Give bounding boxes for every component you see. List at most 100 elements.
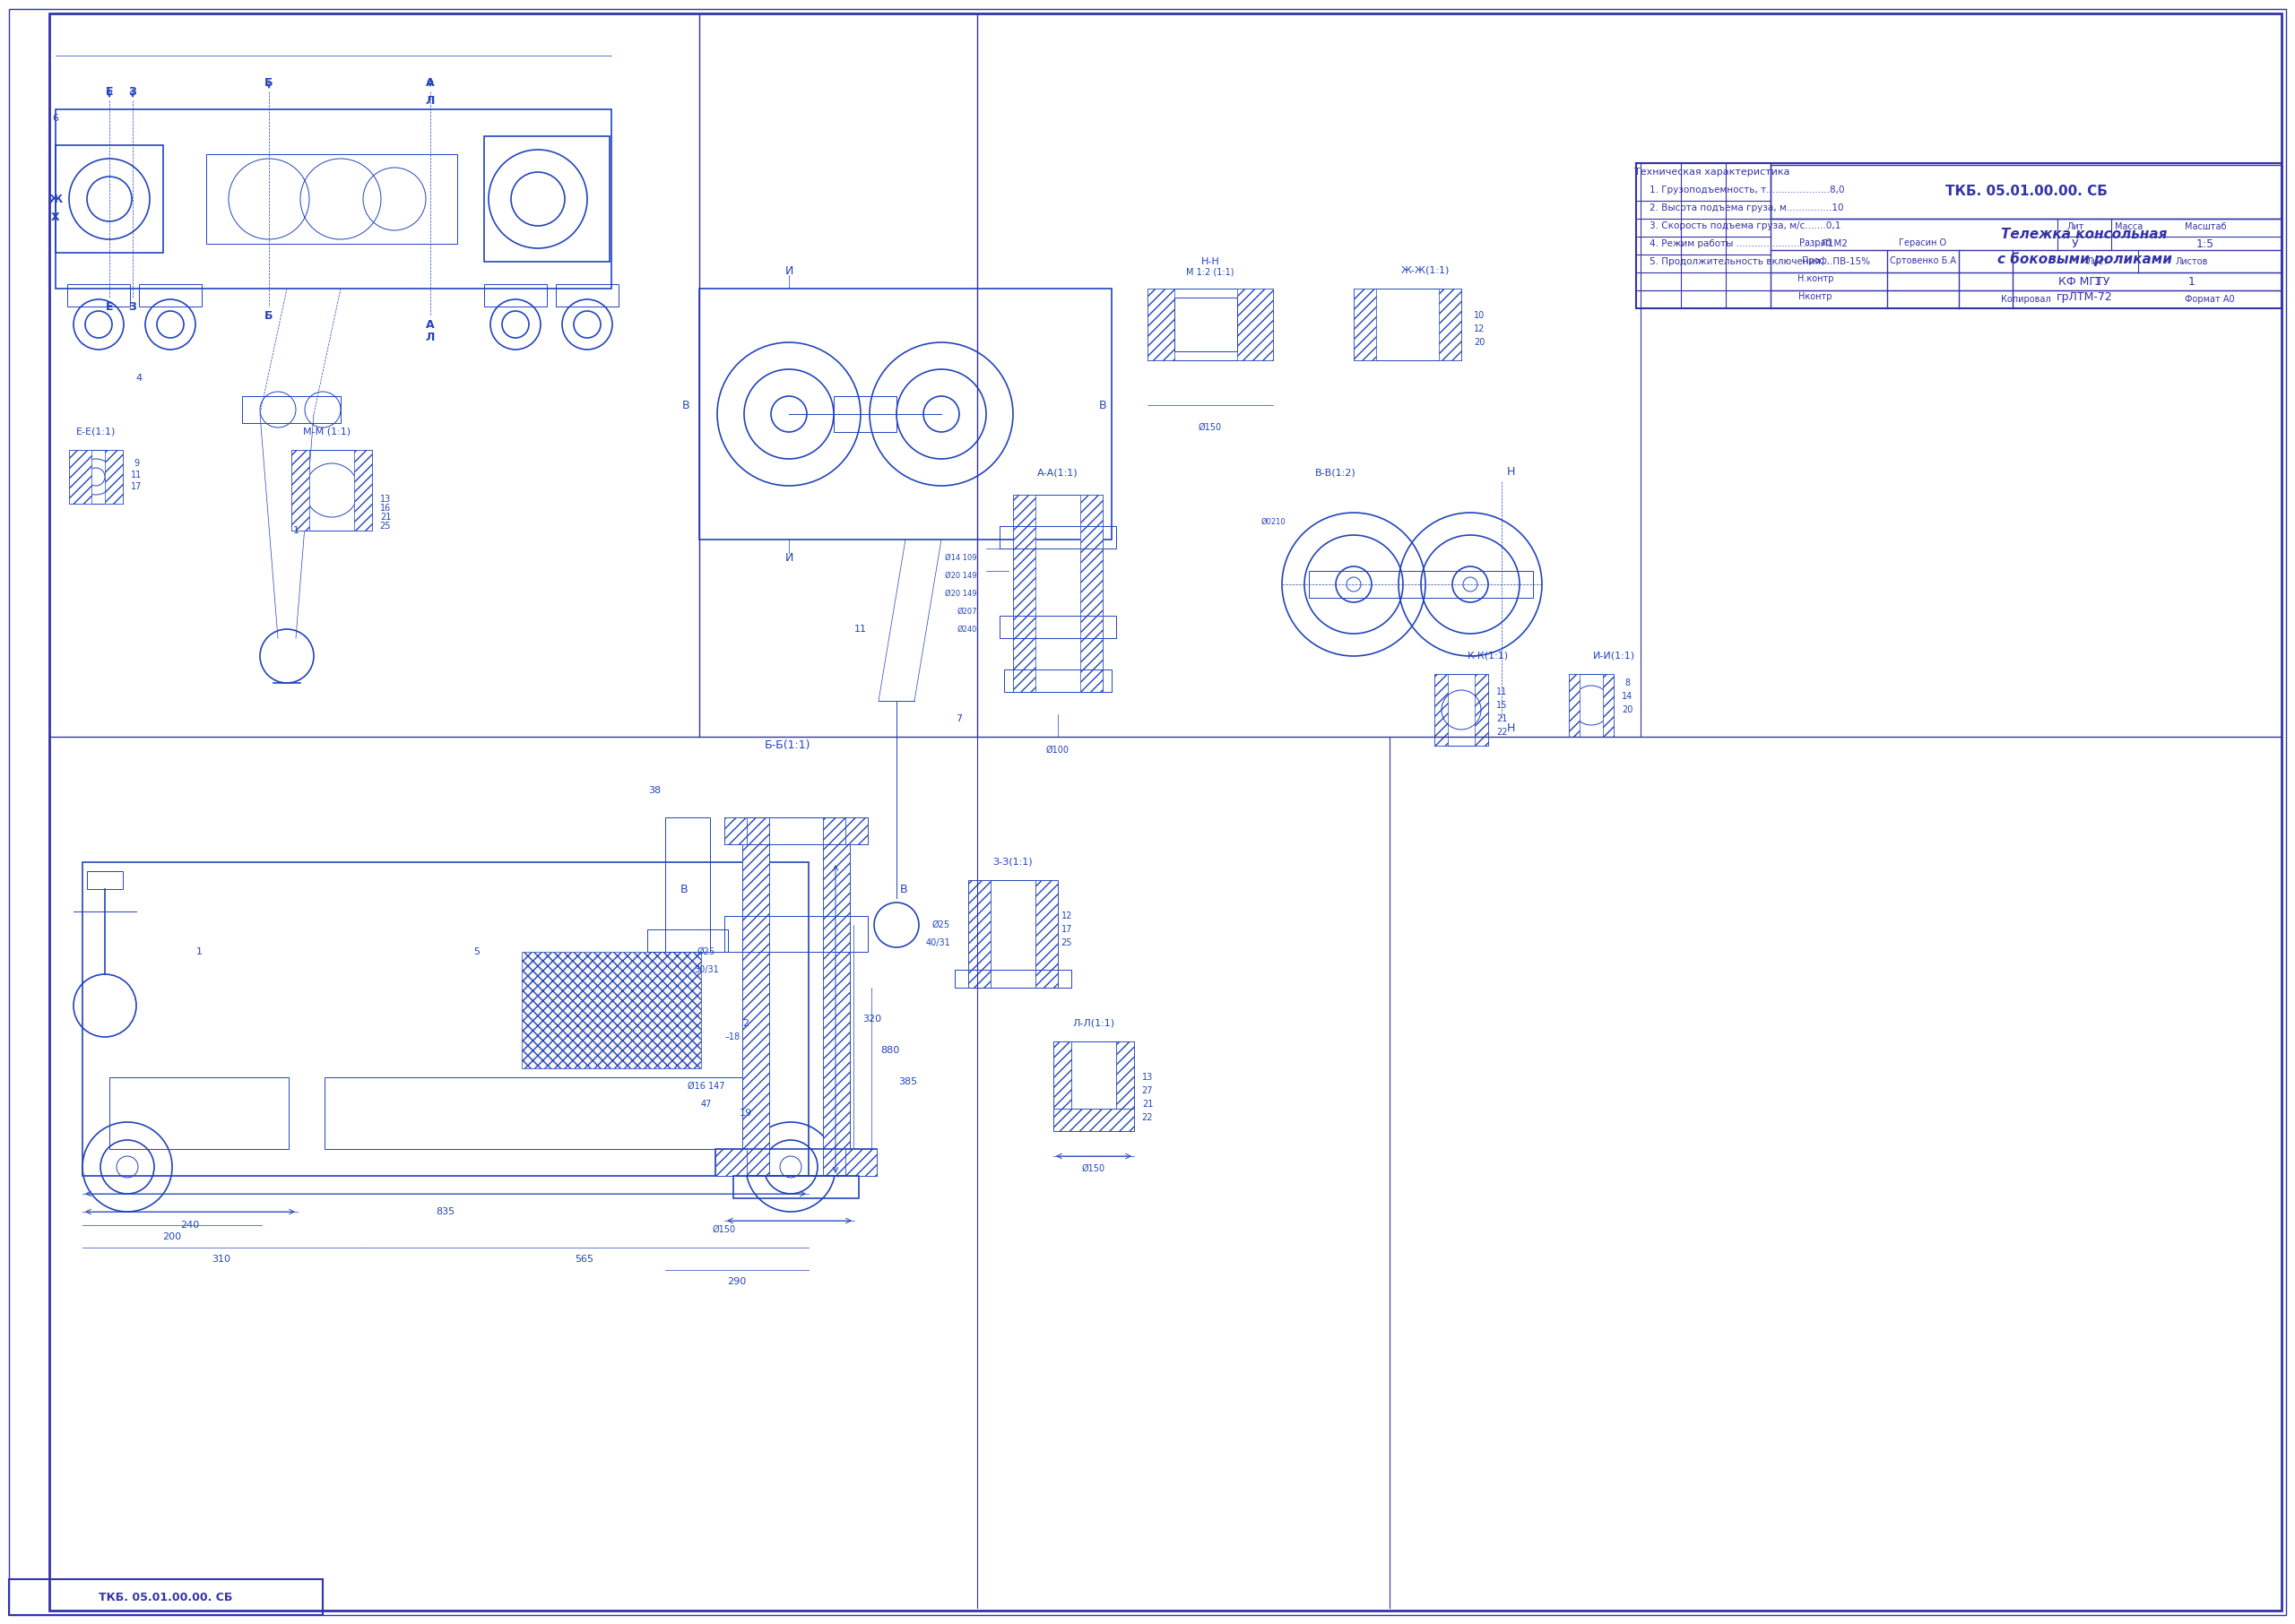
Text: З-З(1:1): З-З(1:1) (994, 857, 1033, 867)
Text: –18: –18 (725, 1033, 739, 1041)
Text: Н: Н (1506, 466, 1515, 477)
Text: 47: 47 (700, 1099, 711, 1109)
Text: 38: 38 (647, 786, 661, 796)
Bar (484, 284, 546, 307)
Text: В: В (900, 883, 907, 895)
Text: В: В (682, 400, 691, 411)
Text: Е-Е(1:1): Е-Е(1:1) (76, 427, 115, 437)
Text: А: А (427, 76, 434, 88)
Text: Ø20 149: Ø20 149 (946, 572, 978, 580)
Bar (1001, 615, 1115, 638)
Bar (955, 970, 1072, 987)
Text: 835: 835 (436, 1207, 454, 1216)
Text: 1: 1 (2189, 276, 2196, 287)
Text: 2. Высота подъема груза, м...............10: 2. Высота подъема груза, м..............… (1650, 203, 1843, 213)
Text: Масса: Масса (2116, 222, 2144, 231)
Bar (845, 817, 868, 844)
Bar (1476, 674, 1487, 745)
Bar (291, 450, 310, 531)
Text: И-И(1:1): И-И(1:1) (1593, 651, 1634, 661)
Text: Проф.: Проф. (1802, 257, 1829, 265)
Text: 30/31: 30/31 (693, 965, 718, 974)
Text: В: В (1099, 400, 1106, 411)
Text: Нконтр: Нконтр (1799, 292, 1831, 300)
Bar (647, 929, 728, 952)
Text: Х: Х (50, 211, 60, 222)
Text: 310: 310 (211, 1255, 232, 1263)
Bar (106, 450, 124, 503)
Bar (207, 154, 457, 244)
Bar (1636, 162, 2281, 309)
Bar (833, 396, 897, 432)
Text: 11: 11 (1496, 687, 1508, 697)
Text: Ø150: Ø150 (1081, 1164, 1106, 1173)
Bar (55, 109, 610, 289)
Bar (1434, 674, 1448, 745)
Text: А: А (427, 318, 434, 330)
Bar (1148, 289, 1274, 361)
Bar (716, 1150, 877, 1176)
Text: Н.контр: Н.контр (1797, 274, 1834, 283)
Text: 10: 10 (1473, 312, 1485, 320)
Text: 22: 22 (1143, 1112, 1152, 1122)
Text: Ж: Ж (48, 193, 62, 205)
Text: Техническая характеристика: Техническая характеристика (1634, 167, 1790, 177)
Bar (734, 1176, 858, 1199)
Text: Ø25: Ø25 (698, 947, 716, 957)
Bar (824, 817, 849, 1176)
Bar (1570, 674, 1613, 737)
Text: 21: 21 (381, 513, 390, 521)
Text: Л-Л(1:1): Л-Л(1:1) (1072, 1018, 1115, 1028)
Bar (1005, 669, 1111, 692)
Bar (521, 952, 700, 1069)
Text: 200: 200 (163, 1233, 181, 1241)
Bar (1001, 526, 1115, 549)
Text: 4: 4 (135, 374, 142, 383)
Text: 1: 1 (195, 947, 202, 957)
Bar (1012, 495, 1035, 692)
Text: 290: 290 (728, 1276, 746, 1286)
Text: Ø0210: Ø0210 (1260, 518, 1285, 526)
Text: 15: 15 (1496, 702, 1508, 710)
Bar (55, 145, 163, 253)
Bar (140, 284, 202, 307)
Bar (1354, 289, 1462, 361)
Bar (1439, 289, 1462, 361)
Text: 16: 16 (381, 503, 390, 513)
Text: И: И (785, 552, 794, 564)
Text: 5. Продолжительность включения....ПВ-15%: 5. Продолжительность включения....ПВ-15% (1650, 257, 1870, 266)
Text: 17: 17 (131, 482, 142, 490)
Text: Ø25: Ø25 (932, 921, 950, 929)
Bar (845, 1150, 877, 1176)
Text: 12: 12 (1060, 911, 1072, 921)
Text: Ø16 147: Ø16 147 (688, 1082, 725, 1091)
Text: Л: Л (425, 331, 436, 344)
Text: 7: 7 (957, 715, 962, 723)
Text: 565: 565 (576, 1255, 594, 1263)
Bar (87, 870, 124, 888)
Bar (555, 284, 620, 307)
Bar (69, 450, 124, 503)
Bar (700, 289, 1111, 539)
Text: М-М (1:1): М-М (1:1) (303, 427, 351, 437)
Bar (725, 817, 746, 844)
Text: 880: 880 (881, 1046, 900, 1056)
Text: 11: 11 (854, 625, 868, 633)
Text: 25: 25 (1060, 939, 1072, 947)
Text: 1:5: 1:5 (2196, 239, 2215, 250)
Text: Ø100: Ø100 (1047, 745, 1069, 755)
Text: М 1:2 (1:1): М 1:2 (1:1) (1187, 268, 1235, 278)
Text: 20: 20 (1623, 705, 1632, 715)
Text: 13: 13 (381, 495, 390, 503)
Bar (1012, 495, 1102, 692)
Text: Н: Н (1506, 723, 1515, 734)
Text: 14: 14 (1623, 692, 1632, 702)
Bar (69, 450, 92, 503)
Text: грЛТМ-72: грЛТМ-72 (2056, 292, 2111, 304)
Text: Ø150: Ø150 (1198, 422, 1221, 432)
Text: 9: 9 (133, 460, 140, 468)
Text: Н-Н: Н-Н (1200, 257, 1219, 266)
Text: Сртовенко Б.А: Сртовенко Б.А (1889, 257, 1955, 265)
Bar (1237, 289, 1274, 361)
Text: 12: 12 (1473, 325, 1485, 333)
